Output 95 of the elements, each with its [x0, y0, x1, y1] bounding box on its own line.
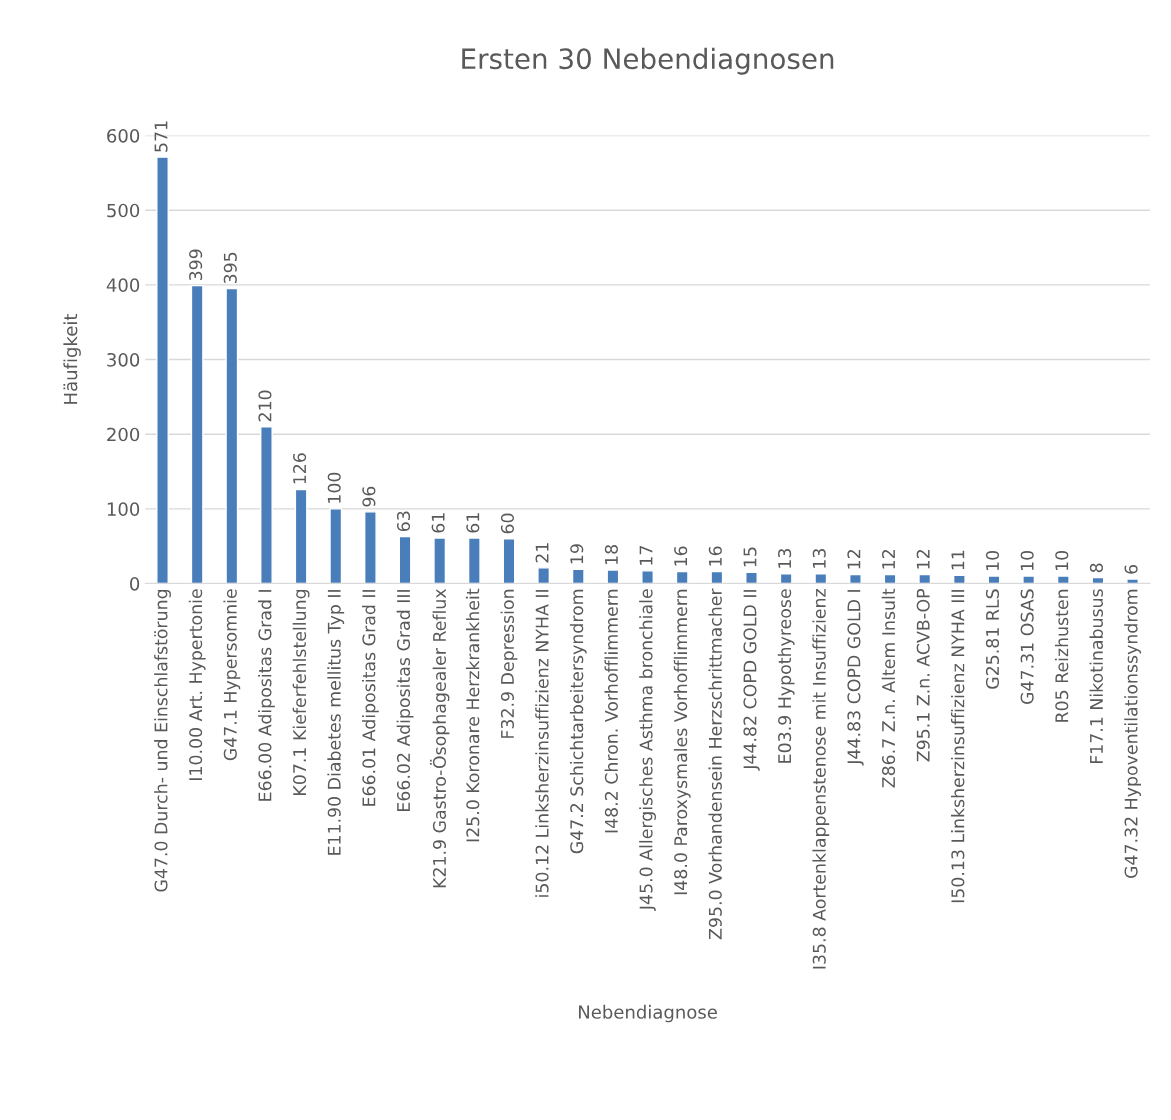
x-tick-label: G47.0 Durch- und Einschlafstörung — [154, 589, 171, 892]
data-label: 10 — [1020, 550, 1034, 570]
data-label: 11 — [951, 550, 965, 570]
y-tick-label: 0 — [130, 576, 140, 591]
data-label: 60 — [500, 513, 515, 534]
x-tick-label: G47.31 OSAS — [1020, 589, 1034, 704]
data-label: 395 — [223, 252, 237, 284]
data-label: 63 — [396, 511, 411, 532]
data-label: 12 — [881, 550, 895, 569]
y-tick-label: 400 — [106, 278, 140, 292]
bar — [363, 511, 377, 584]
data-label: 61 — [431, 513, 445, 533]
data-label: 96 — [362, 486, 376, 507]
bar — [952, 574, 966, 584]
data-label: 21 — [535, 543, 549, 563]
data-label: 210 — [258, 390, 272, 422]
bar — [329, 508, 343, 584]
x-tick-label: i50.12 Linksherzinsuffizienz NYHA II — [535, 590, 549, 897]
data-label: 15 — [743, 547, 757, 567]
x-tick-label: J44.82 COPD GOLD II — [743, 590, 760, 771]
y-tick-label: 500 — [107, 203, 140, 218]
bar — [745, 571, 758, 584]
data-label: 126 — [293, 453, 307, 484]
x-tick-label: G47.1 Hypersomnie — [223, 589, 241, 761]
bar — [779, 573, 793, 584]
x-tick-label: G47.2 Schichtarbeitersyndrom — [569, 589, 587, 854]
bar — [1126, 578, 1140, 584]
data-label: 12 — [916, 550, 930, 569]
data-label: 6 — [1124, 564, 1138, 574]
bar — [260, 426, 273, 584]
x-tick-label: I25.0 Koronare Herzkrankheit — [465, 588, 480, 842]
data-label: 61 — [466, 513, 480, 533]
x-tick-label: G47.32 Hypoventilationssyndrom — [1124, 589, 1141, 879]
bar — [571, 568, 585, 584]
x-tick-label: F17.1 Nikotinabusus — [1089, 589, 1103, 764]
bar — [918, 573, 932, 584]
x-axis-title: Nebendiagnose — [579, 1004, 717, 1023]
bar — [467, 537, 481, 584]
bar — [502, 538, 516, 584]
bar — [641, 570, 654, 584]
data-label: 8 — [1089, 563, 1103, 573]
data-label: 16 — [708, 546, 722, 566]
bar — [1022, 575, 1036, 584]
x-tick-label: E66.02 Adipositas Grad III — [396, 590, 414, 811]
y-tick-label: 100 — [107, 502, 140, 516]
data-label: 19 — [570, 544, 584, 564]
x-tick-label: Z95.1 Z.n. ACVB-OP — [916, 588, 930, 762]
x-tick-label: E66.00 Adipositas Grad I — [258, 590, 275, 801]
x-tick-label: K21.9 Gastro-Ösophagealer Reflux — [429, 588, 450, 888]
data-label: 12 — [847, 550, 861, 569]
bar — [675, 570, 689, 584]
data-label: 10 — [985, 550, 1000, 570]
bar — [398, 535, 412, 584]
bar — [814, 573, 828, 584]
bar — [537, 567, 551, 584]
x-tick-label: I50.13 Linksherzinsuffizienz NYHA III — [950, 590, 965, 903]
x-tick-label: J45.0 Allergisches Asthma bronchiale — [639, 589, 656, 911]
data-label: 10 — [1055, 550, 1069, 570]
bar — [190, 284, 204, 584]
y-tick-label: 600 — [107, 128, 140, 143]
data-label: 399 — [189, 249, 203, 281]
data-label: 18 — [604, 545, 618, 565]
x-tick-label: E11.90 Diabetes mellitus Typ II — [327, 590, 345, 855]
x-tick-label: E66.01 Adipositas Grad II — [362, 590, 379, 806]
y-tick-label: 200 — [107, 427, 140, 442]
bar — [156, 156, 169, 584]
bar — [225, 287, 239, 584]
bar — [433, 537, 447, 584]
bar — [606, 569, 620, 584]
data-label: 13 — [778, 548, 792, 568]
x-tick-label: F32.9 Depression — [500, 589, 518, 738]
x-tick-label: I35.8 Aortenklappenstenose mit Insuffizienz — [812, 589, 830, 969]
data-label: 17 — [639, 546, 653, 565]
x-tick-label: J44.83 COPD GOLD I — [847, 590, 864, 766]
x-tick-label: I10.00 Art. Hypertonie — [188, 589, 206, 780]
bar — [294, 488, 308, 584]
data-label: 16 — [674, 546, 688, 566]
data-label: 571 — [154, 121, 168, 152]
x-tick-label: Z95.0 Vorhandensein Herzschrittmacher — [708, 588, 722, 940]
bar — [849, 573, 862, 584]
bar — [710, 570, 724, 584]
y-axis-title: Häufigkeit — [63, 313, 81, 404]
bar — [987, 575, 1001, 584]
x-tick-label: I48.0 Paroxysmales Vorhofflimmern — [673, 589, 691, 895]
x-tick-label: E03.9 Hypothyreose — [777, 589, 795, 763]
x-tick-label: G25.81 RLS — [985, 589, 1000, 689]
x-tick-label: Z86.7 Z.n. Altem Insult — [881, 588, 896, 788]
x-tick-label: K07.1 Kieferfehlstellung — [292, 589, 310, 795]
data-label: 100 — [327, 472, 341, 503]
x-tick-label: I48.2 Chron. Vorhofflimmern — [604, 589, 618, 833]
bar — [1056, 575, 1070, 584]
chart-title: Ersten 30 Nebendiagnosen — [462, 47, 834, 75]
data-label: 13 — [812, 548, 826, 568]
y-tick-label: 300 — [107, 352, 140, 367]
x-tick-label: R05 Reizhusten — [1054, 589, 1069, 722]
